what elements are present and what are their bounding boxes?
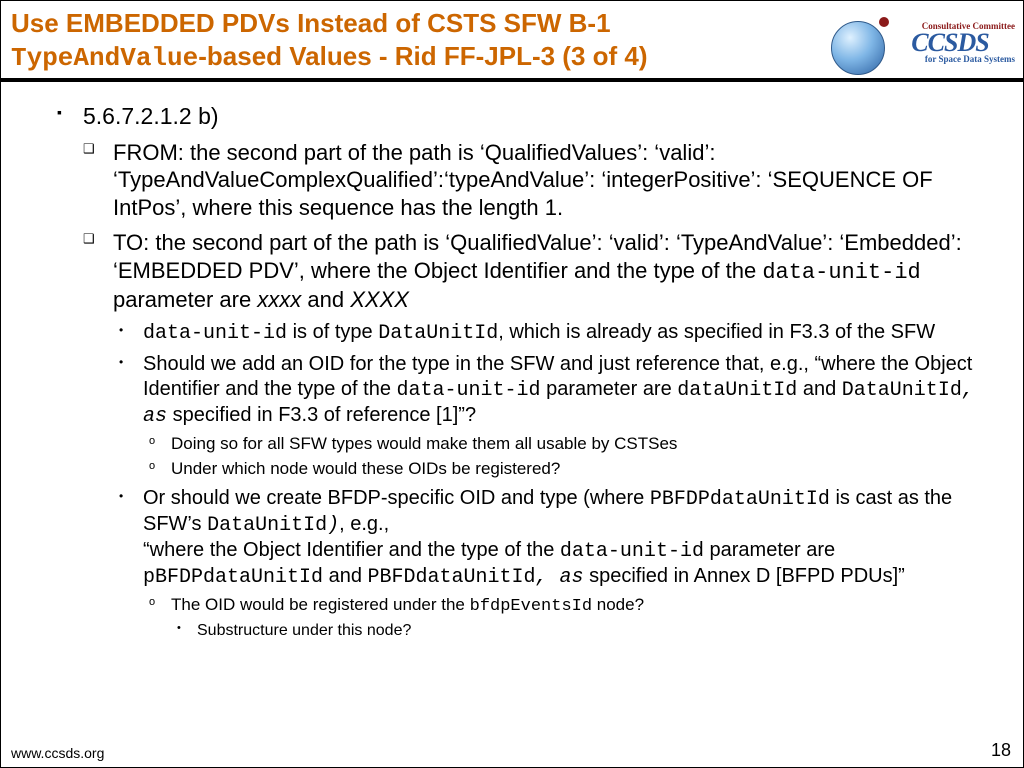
- logo-sds: for Space Data Systems: [885, 54, 1015, 64]
- logo-acronym: CCSDS: [885, 31, 1015, 54]
- bullet-l3-a: data-unit-id is of type DataUnitId, whic…: [113, 320, 991, 346]
- bullet-l2-to: TO: the second part of the path is ‘Qual…: [83, 229, 991, 641]
- globe-icon: [831, 21, 885, 75]
- title-line1: Use EMBEDDED PDVs Instead of CSTS SFW B-…: [11, 8, 611, 38]
- footer-url: www.ccsds.org: [11, 745, 104, 761]
- bullet-l3-b: Should we add an OID for the type in the…: [113, 352, 991, 480]
- bullet-l2-from: FROM: the second part of the path is ‘Qu…: [83, 139, 991, 222]
- bullet-l4-b1: Doing so for all SFW types would make th…: [143, 433, 991, 455]
- slide-header: Use EMBEDDED PDVs Instead of CSTS SFW B-…: [1, 1, 1023, 82]
- title-line2: -based Values - Rid FF-JPL-3 (3 of 4): [198, 41, 647, 71]
- bullet-l4-c1: The OID would be registered under the bf…: [143, 594, 991, 641]
- slide: Use EMBEDDED PDVs Instead of CSTS SFW B-…: [0, 0, 1024, 768]
- ccsds-logo: Consultative Committee CCSDS for Space D…: [835, 15, 1015, 77]
- title-mono: TypeAndValue: [11, 43, 198, 73]
- bullet-l1: 5.6.7.2.1.2 b) FROM: the second part of …: [57, 102, 991, 641]
- slide-body: 5.6.7.2.1.2 b) FROM: the second part of …: [1, 82, 1023, 767]
- slide-footer: www.ccsds.org 18: [1, 741, 1023, 763]
- bullet-l1-text: 5.6.7.2.1.2 b): [83, 103, 219, 129]
- page-number: 18: [991, 740, 1011, 761]
- bullet-l5-c1: Substructure under this node?: [171, 621, 991, 641]
- from-text: FROM: the second part of the path is ‘Qu…: [113, 140, 933, 220]
- bullet-l3-c: Or should we create BFDP-specific OID an…: [113, 486, 991, 641]
- bullet-l4-b2: Under which node would these OIDs be reg…: [143, 458, 991, 480]
- logo-text: Consultative Committee CCSDS for Space D…: [885, 21, 1015, 64]
